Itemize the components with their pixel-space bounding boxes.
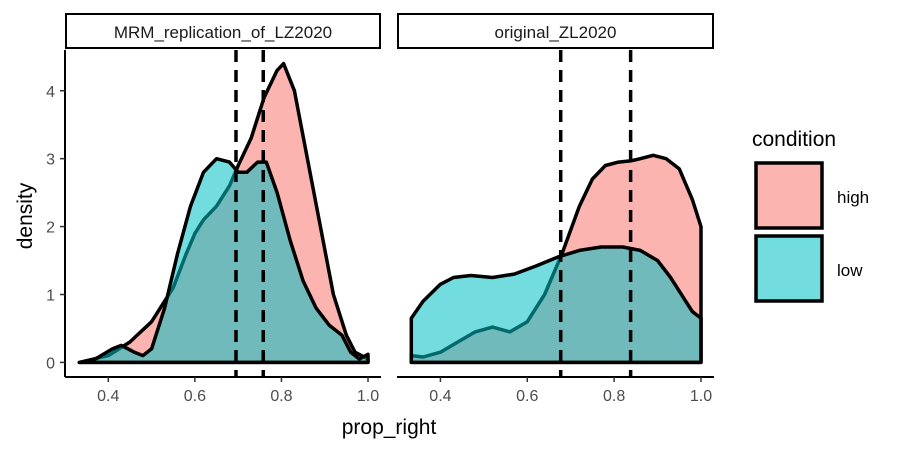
facet-strip xyxy=(65,13,381,49)
legend-label-low: low xyxy=(837,261,863,280)
x-tick-label: 0.8 xyxy=(270,388,292,405)
y-tick-label: 2 xyxy=(46,220,55,237)
legend-title: condition xyxy=(752,128,836,151)
legend-key-high xyxy=(754,161,824,230)
density-outline-low xyxy=(77,156,370,365)
y-tick-label: 4 xyxy=(46,84,55,101)
density-outline-low xyxy=(409,245,703,365)
facet-strip-label: MRM_replication_of_LZ2020 xyxy=(114,23,332,42)
x-tick-label: 1.0 xyxy=(357,388,379,405)
x-tick-label: 0.4 xyxy=(97,388,119,405)
x-tick-label: 0.6 xyxy=(184,388,206,405)
x-axis-title: prop_right xyxy=(342,416,437,439)
facet-strip-label: original_ZL2020 xyxy=(495,23,617,42)
legend-key-low xyxy=(754,234,824,303)
legend-label-high: high xyxy=(837,188,869,207)
y-tick-label: 3 xyxy=(46,152,55,169)
x-tick-label: 0.4 xyxy=(429,388,451,405)
y-axis-title: density xyxy=(14,182,37,249)
facet-panel: MRM_replication_of_LZ2020 0.4 0.6 0.8 1.0 0 1 2… xyxy=(46,13,381,405)
x-tick-label: 0.6 xyxy=(516,388,538,405)
x-tick-label: 0.8 xyxy=(603,388,625,405)
density-area-low xyxy=(411,247,701,363)
density-area-low xyxy=(79,158,369,363)
facet-strip xyxy=(397,13,714,49)
facet-panel: original_ZL2020 0.4 0.6 0.8 1.0 xyxy=(397,13,714,405)
legend: condition high low xyxy=(752,128,869,303)
y-tick-label: 0 xyxy=(46,355,55,372)
x-tick-label: 1.0 xyxy=(690,388,712,405)
y-tick-label: 1 xyxy=(46,288,55,305)
panels-layer: MRM_replication_of_LZ2020 0.4 0.6 0.8 1.0 0 1 2… xyxy=(46,13,714,405)
